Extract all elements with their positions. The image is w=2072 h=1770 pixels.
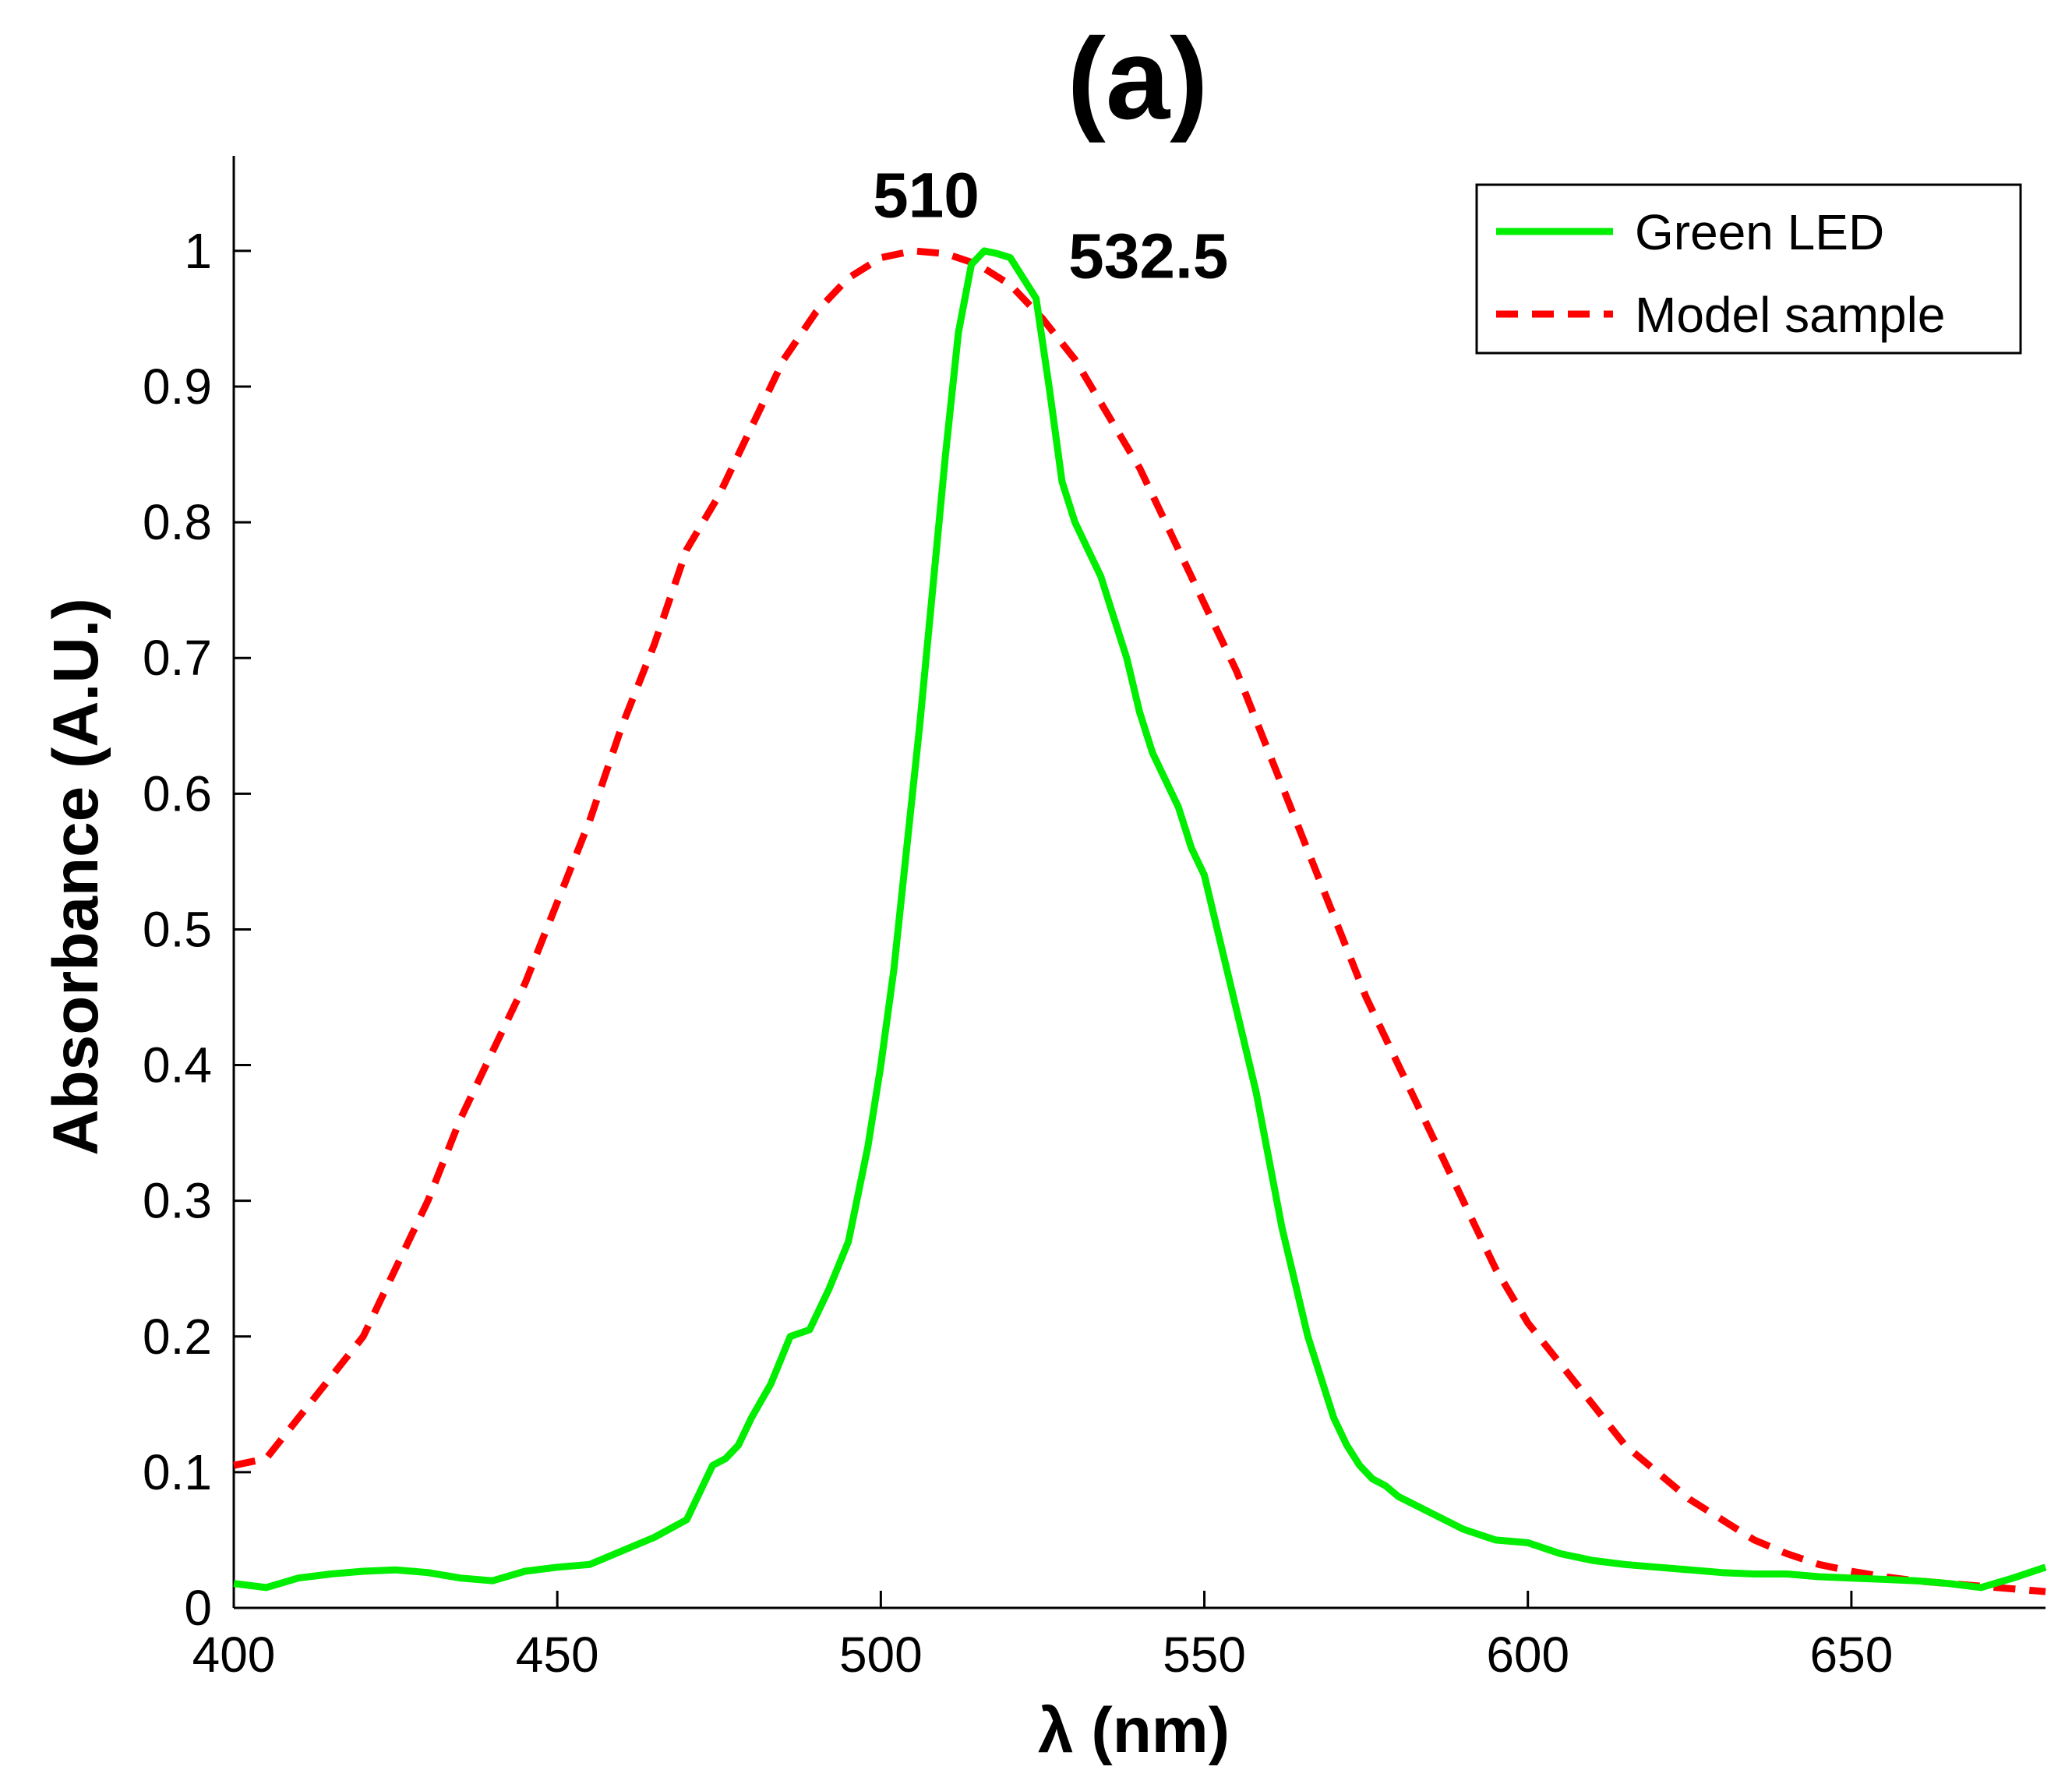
x-tick-label: 650: [1810, 1627, 1894, 1683]
annotations: 510 532.5: [873, 160, 1228, 291]
x-tick-label: 550: [1163, 1627, 1246, 1683]
y-tick-label: 0.9: [143, 359, 212, 415]
y-tick-label: 1: [184, 223, 212, 279]
axes: 400 450 500 550 600 650 0 0.1 0.2 0.3 0.4 0.5 0.6 0.7…: [143, 156, 2046, 1683]
peak-annotation: 532.5: [1068, 221, 1228, 292]
peak-annotation: 510: [873, 160, 980, 231]
y-tick-label: 0: [184, 1580, 212, 1636]
legend: Green LED Model sample: [1475, 183, 2022, 355]
y-tick-label: 0.5: [143, 901, 212, 957]
y-tick-label: 0.7: [143, 630, 212, 686]
x-tick-label: 500: [839, 1627, 923, 1683]
legend-label-model-sample: Model sample: [1635, 287, 1945, 343]
y-tick-label: 0.8: [143, 494, 212, 550]
chart-title: (a): [1068, 15, 1209, 143]
series-layer: [233, 247, 2047, 1595]
y-tick-label: 0.1: [143, 1444, 212, 1500]
y-tick-label: 0.4: [143, 1037, 212, 1093]
series-line-model-sample: [233, 247, 2046, 1595]
y-axis-title: Absorbance (A.U.): [41, 598, 111, 1155]
y-tick-label: 0.3: [143, 1173, 212, 1229]
x-tick-label: 600: [1486, 1627, 1569, 1683]
legend-box: [1475, 183, 2022, 355]
legend-label-green-led: Green LED: [1635, 204, 1884, 260]
series-line-green-led: [233, 247, 2047, 1592]
x-tick-label: 400: [192, 1627, 276, 1683]
y-tick-label: 0.2: [143, 1309, 212, 1365]
x-tick-label: 450: [516, 1627, 599, 1683]
x-axis-title: λ (nm): [1038, 1695, 1230, 1766]
y-tick-label: 0.6: [143, 765, 212, 821]
